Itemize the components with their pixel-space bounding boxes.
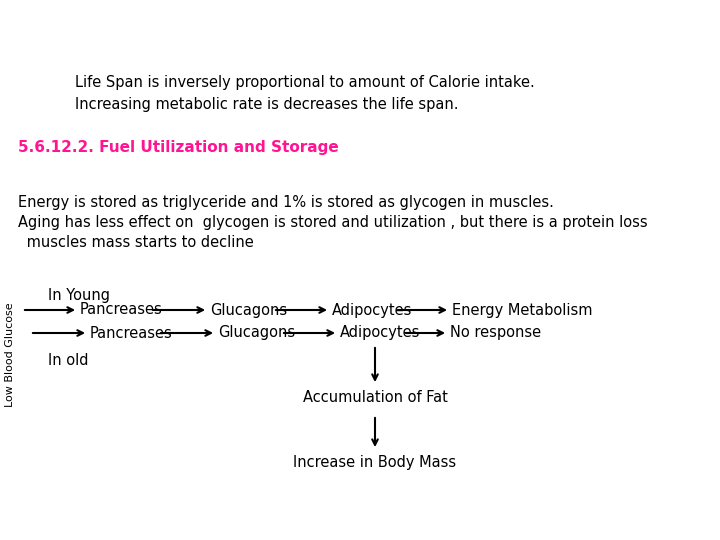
Text: 5.6.12.2. Fuel Utilization and Storage: 5.6.12.2. Fuel Utilization and Storage — [18, 140, 338, 155]
Text: Accumulation of Fat: Accumulation of Fat — [302, 390, 447, 405]
Text: Pancreases: Pancreases — [80, 302, 163, 318]
Text: In old: In old — [48, 353, 89, 368]
Text: Increase in Body Mass: Increase in Body Mass — [294, 455, 456, 470]
Text: Glucagons: Glucagons — [210, 302, 287, 318]
Text: Aging has less effect on  glycogen is stored and utilization , but there is a pr: Aging has less effect on glycogen is sto… — [18, 215, 647, 230]
Text: Pancreases: Pancreases — [90, 326, 173, 341]
Text: Glucagons: Glucagons — [218, 326, 295, 341]
Text: Life Span is inversely proportional to amount of Calorie intake.: Life Span is inversely proportional to a… — [75, 75, 535, 90]
Text: Adipocytes: Adipocytes — [340, 326, 420, 341]
Text: Adipocytes: Adipocytes — [332, 302, 413, 318]
Text: Increasing metabolic rate is decreases the life span.: Increasing metabolic rate is decreases t… — [75, 97, 459, 112]
Text: muscles mass starts to decline: muscles mass starts to decline — [22, 235, 253, 250]
Text: Energy is stored as triglyceride and 1% is stored as glycogen in muscles.: Energy is stored as triglyceride and 1% … — [18, 195, 554, 210]
Text: No response: No response — [450, 326, 541, 341]
Text: Low Blood Glucose: Low Blood Glucose — [5, 303, 15, 407]
Text: Energy Metabolism: Energy Metabolism — [452, 302, 593, 318]
Text: In Young: In Young — [48, 288, 110, 303]
